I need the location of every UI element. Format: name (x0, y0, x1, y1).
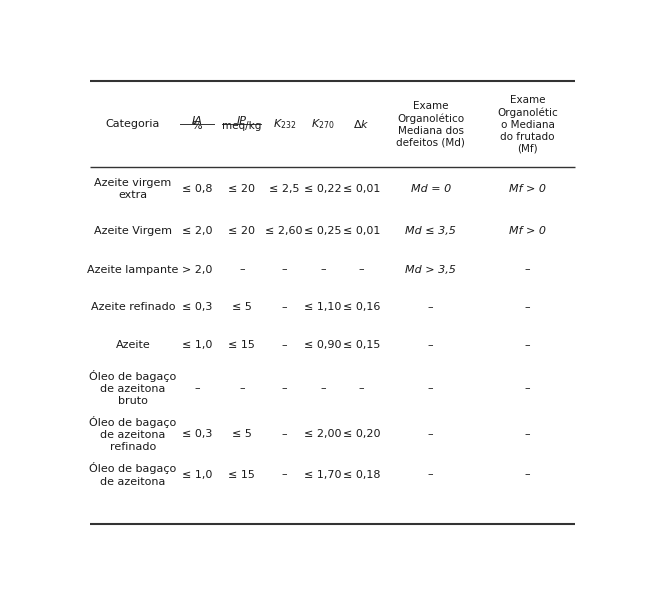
Text: –: – (525, 470, 530, 480)
Text: ≤ 1,70: ≤ 1,70 (304, 470, 341, 480)
Text: ≤ 0,3: ≤ 0,3 (182, 302, 212, 312)
Text: –: – (428, 302, 434, 312)
Text: –: – (239, 265, 245, 274)
Text: ≤ 2,00: ≤ 2,00 (304, 429, 341, 439)
Text: –: – (525, 429, 530, 439)
Text: $Δk$: $Δk$ (354, 118, 370, 131)
Text: Azeite refinado: Azeite refinado (91, 302, 175, 312)
Text: ≤ 20: ≤ 20 (228, 226, 255, 236)
Text: ≤ 20: ≤ 20 (228, 184, 255, 194)
Text: –: – (428, 429, 434, 439)
Text: ≤ 2,0: ≤ 2,0 (182, 226, 212, 236)
Text: –: – (282, 302, 287, 312)
Text: IA: IA (191, 116, 202, 126)
Text: –: – (525, 302, 530, 312)
Text: Md ≤ 3,5: Md ≤ 3,5 (405, 226, 456, 236)
Text: Mf > 0: Mf > 0 (509, 184, 546, 194)
Text: ≤ 0,18: ≤ 0,18 (343, 470, 380, 480)
Text: ≤ 0,25: ≤ 0,25 (304, 226, 341, 236)
Text: Md > 3,5: Md > 3,5 (405, 265, 456, 274)
Text: ≤ 0,3: ≤ 0,3 (182, 429, 212, 439)
Text: –: – (428, 470, 434, 480)
Text: ≤ 0,20: ≤ 0,20 (343, 429, 380, 439)
Text: Azeite Virgem: Azeite Virgem (94, 226, 172, 236)
Text: ≤ 5: ≤ 5 (232, 429, 252, 439)
Text: Azeite lampante: Azeite lampante (87, 265, 178, 274)
Text: ≤ 1,0: ≤ 1,0 (182, 470, 212, 480)
Text: –: – (320, 383, 326, 393)
Text: ≤ 15: ≤ 15 (228, 470, 255, 480)
Text: Óleo de bagaço
de azeitona: Óleo de bagaço de azeitona (89, 462, 177, 487)
Text: > 2,0: > 2,0 (182, 265, 212, 274)
Text: Exame
Organolético
Mediana dos
defeitos (Md): Exame Organolético Mediana dos defeitos … (397, 101, 465, 147)
Text: meq/kg: meq/kg (222, 122, 262, 131)
Text: –: – (525, 265, 530, 274)
Text: Md = 0: Md = 0 (411, 184, 451, 194)
Text: ≤ 5: ≤ 5 (232, 302, 252, 312)
Text: ≤ 0,8: ≤ 0,8 (182, 184, 212, 194)
Text: –: – (525, 383, 530, 393)
Text: ≤ 2,5: ≤ 2,5 (269, 184, 299, 194)
Text: –: – (428, 340, 434, 350)
Text: ≤ 0,22: ≤ 0,22 (304, 184, 342, 194)
Text: –: – (525, 340, 530, 350)
Text: Categoria: Categoria (106, 119, 160, 129)
Text: $K_{270}$: $K_{270}$ (311, 117, 335, 131)
Text: –: – (282, 340, 287, 350)
Text: –: – (239, 383, 245, 393)
Text: ≤ 15: ≤ 15 (228, 340, 255, 350)
Text: ≤ 1,0: ≤ 1,0 (182, 340, 212, 350)
Text: –: – (282, 429, 287, 439)
Text: –: – (194, 383, 200, 393)
Text: IP: IP (237, 116, 247, 126)
Text: –: – (282, 265, 287, 274)
Text: Exame
Organolétic
o Mediana
do frutado
(Mf): Exame Organolétic o Mediana do frutado (… (497, 95, 558, 153)
Text: Mf > 0: Mf > 0 (509, 226, 546, 236)
Text: –: – (282, 383, 287, 393)
Text: –: – (282, 470, 287, 480)
Text: ≤ 0,16: ≤ 0,16 (343, 302, 380, 312)
Text: ≤ 1,10: ≤ 1,10 (304, 302, 341, 312)
Text: –: – (359, 383, 365, 393)
Text: ≤ 0,01: ≤ 0,01 (343, 226, 380, 236)
Text: ≤ 0,01: ≤ 0,01 (343, 184, 380, 194)
Text: ≤ 0,90: ≤ 0,90 (304, 340, 341, 350)
Text: Azeite virgem
extra: Azeite virgem extra (94, 178, 171, 200)
Text: ≤ 0,15: ≤ 0,15 (343, 340, 380, 350)
Text: –: – (359, 265, 365, 274)
Text: –: – (320, 265, 326, 274)
Text: $K_{232}$: $K_{232}$ (273, 117, 296, 131)
Text: %: % (191, 122, 202, 131)
Text: –: – (428, 383, 434, 393)
Text: Azeite: Azeite (116, 340, 150, 350)
Text: ≤ 2,60: ≤ 2,60 (265, 226, 303, 236)
Text: Óleo de bagaço
de azeitona
bruto: Óleo de bagaço de azeitona bruto (89, 370, 177, 406)
Text: Óleo de bagaço
de azeitona
refinado: Óleo de bagaço de azeitona refinado (89, 416, 177, 452)
